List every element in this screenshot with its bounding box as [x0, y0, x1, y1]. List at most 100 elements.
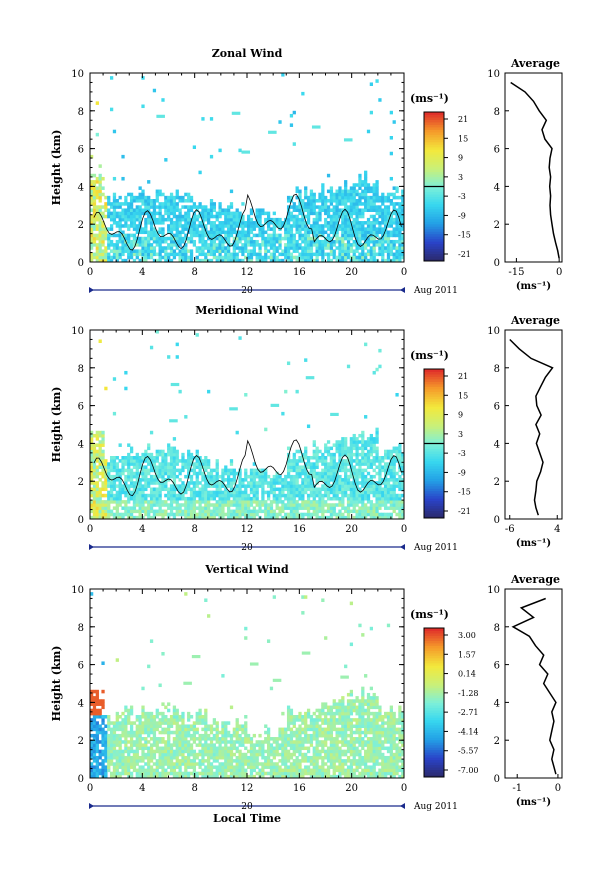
- heatmap-cell: [198, 509, 202, 514]
- heatmap-cell: [147, 724, 151, 728]
- colorbar-band: [424, 236, 444, 240]
- heatmap-cell: [335, 192, 339, 197]
- heatmap-cell: [129, 509, 134, 514]
- heatmap-cell: [266, 515, 271, 520]
- heatmap-cell: [255, 509, 259, 514]
- heatmap-cell: [335, 484, 339, 488]
- heatmap-cell: [158, 752, 162, 757]
- heatmap-cell: [286, 465, 291, 469]
- heatmap-cell: [306, 496, 311, 501]
- heatmap-cell: [178, 224, 182, 228]
- heatmap-cell: [112, 192, 117, 197]
- heatmap-cell: [306, 221, 311, 225]
- heatmap-cell: [358, 173, 362, 178]
- colorbar-band: [424, 426, 444, 430]
- heatmap-cell: [107, 743, 111, 747]
- heatmap-cell: [158, 221, 162, 225]
- heatmap-cell: [147, 443, 151, 447]
- heatmap-cell: [241, 478, 245, 482]
- heatmap-cell: [329, 217, 334, 222]
- heatmap-cell: [189, 205, 194, 209]
- heatmap-cell: [352, 506, 356, 510]
- heatmap-cell: [95, 208, 99, 212]
- heatmap-cell: [152, 512, 157, 517]
- heatmap-cell: [101, 468, 105, 473]
- heatmap-cell: [172, 496, 177, 501]
- heatmap-cell: [181, 762, 185, 766]
- heatmap-cell: [201, 252, 205, 257]
- colorbar-band: [424, 233, 444, 237]
- heatmap-cell: [286, 506, 291, 510]
- heatmap-cell: [109, 465, 114, 469]
- heatmap-cell: [209, 258, 214, 263]
- heatmap-cell: [321, 205, 325, 209]
- heatmap-cell: [184, 243, 188, 247]
- heatmap-cell: [375, 239, 379, 244]
- heatmap-cell: [155, 487, 159, 492]
- heatmap-cell: [204, 506, 208, 510]
- heatmap-cell: [135, 730, 139, 735]
- heatmap-cell: [252, 500, 256, 504]
- heatmap-cell: [172, 452, 177, 457]
- heatmap-cell: [224, 258, 228, 263]
- heatmap-cell: [132, 765, 137, 769]
- heatmap-cell: [369, 484, 373, 488]
- heatmap-cell: [384, 515, 388, 520]
- heatmap-cell: [335, 211, 339, 216]
- heatmap-cell: [341, 236, 345, 241]
- heatmap-cell: [301, 91, 305, 96]
- heatmap-cell: [355, 449, 359, 454]
- heatmap-cell: [372, 493, 376, 498]
- colorbar-tick-label: 9: [458, 411, 463, 420]
- heatmap-cell: [164, 252, 168, 257]
- heatmap-cell: [318, 478, 322, 482]
- heatmap-cell: [326, 189, 331, 194]
- heatmap-cell: [155, 711, 159, 716]
- heatmap-cell: [218, 224, 222, 228]
- heatmap-cell: [341, 484, 345, 488]
- heatmap-cell: [104, 227, 108, 231]
- heatmap-cell: [141, 227, 145, 231]
- heatmap-cell: [324, 199, 328, 203]
- heatmap-cell: [349, 471, 354, 476]
- heatmap-cell: [167, 199, 171, 203]
- heatmap-cell: [261, 481, 265, 485]
- heatmap-cell: [92, 752, 97, 757]
- heatmap-cell: [384, 481, 388, 485]
- heatmap-cell: [281, 503, 285, 507]
- heatmap-cell: [224, 490, 228, 495]
- heatmap-cell: [252, 493, 256, 498]
- heatmap-cell: [207, 503, 211, 507]
- heatmap-cell: [244, 393, 248, 397]
- heatmap-cell: [304, 468, 308, 473]
- heatmap-cell: [178, 221, 182, 225]
- heatmap-cell: [172, 774, 177, 779]
- heatmap-cell: [366, 239, 371, 244]
- heatmap-cell: [169, 233, 174, 238]
- heatmap-cell: [161, 452, 165, 457]
- heatmap-cell: [121, 500, 125, 504]
- heatmap-cell: [127, 718, 131, 722]
- heatmap-cell: [98, 433, 102, 438]
- heatmap-cells: [90, 592, 405, 779]
- heatmap-cell: [352, 224, 356, 228]
- heatmap-cell: [381, 211, 385, 216]
- heatmap-cell: [275, 224, 279, 228]
- heatmap-cell: [164, 158, 168, 162]
- heatmap-cell: [98, 515, 102, 520]
- heatmap-cell: [326, 503, 331, 507]
- heatmap-cell: [318, 506, 322, 510]
- heatmap-cell: [149, 481, 154, 485]
- heatmap-cell: [381, 493, 385, 498]
- heatmap-cell: [118, 252, 122, 257]
- heatmap-cell: [178, 249, 182, 253]
- heatmap-cell: [152, 202, 157, 206]
- heatmap-cell: [144, 771, 148, 776]
- heatmap-cell: [169, 224, 174, 228]
- heatmap-cell: [112, 737, 117, 741]
- heatmap-cell: [301, 221, 305, 225]
- heatmap-cell: [218, 221, 222, 225]
- heatmap-cell: [266, 227, 271, 231]
- heatmap-cell: [224, 233, 228, 238]
- heatmap-cell: [398, 496, 402, 501]
